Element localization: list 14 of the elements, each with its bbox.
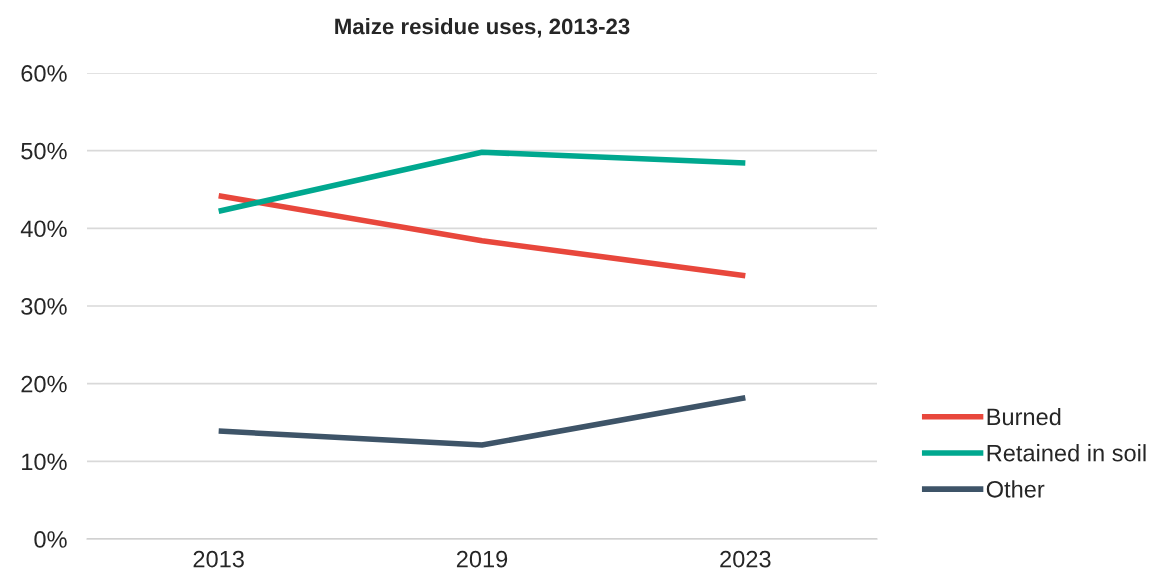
legend-label: Retained in soil (987, 444, 1146, 462)
y-tick-label: 0% (34, 531, 67, 548)
legend-label: Burned (987, 407, 1061, 426)
y-tick-label: 50% (21, 142, 67, 160)
x-tick-label: 2019 (456, 550, 508, 568)
y-tick-label: 40% (20, 220, 67, 238)
y-tick-label: 30% (21, 298, 67, 315)
y-tick-label: 10% (22, 453, 67, 471)
chart-title: Maize residue uses, 2013-23 (335, 18, 630, 38)
x-tick-label: 2013 (193, 550, 244, 568)
legend-label: Other (986, 480, 1045, 498)
y-tick-label: 20% (21, 375, 67, 393)
x-tick-label: 2023 (720, 550, 771, 568)
y-tick-label: 60% (21, 65, 67, 82)
